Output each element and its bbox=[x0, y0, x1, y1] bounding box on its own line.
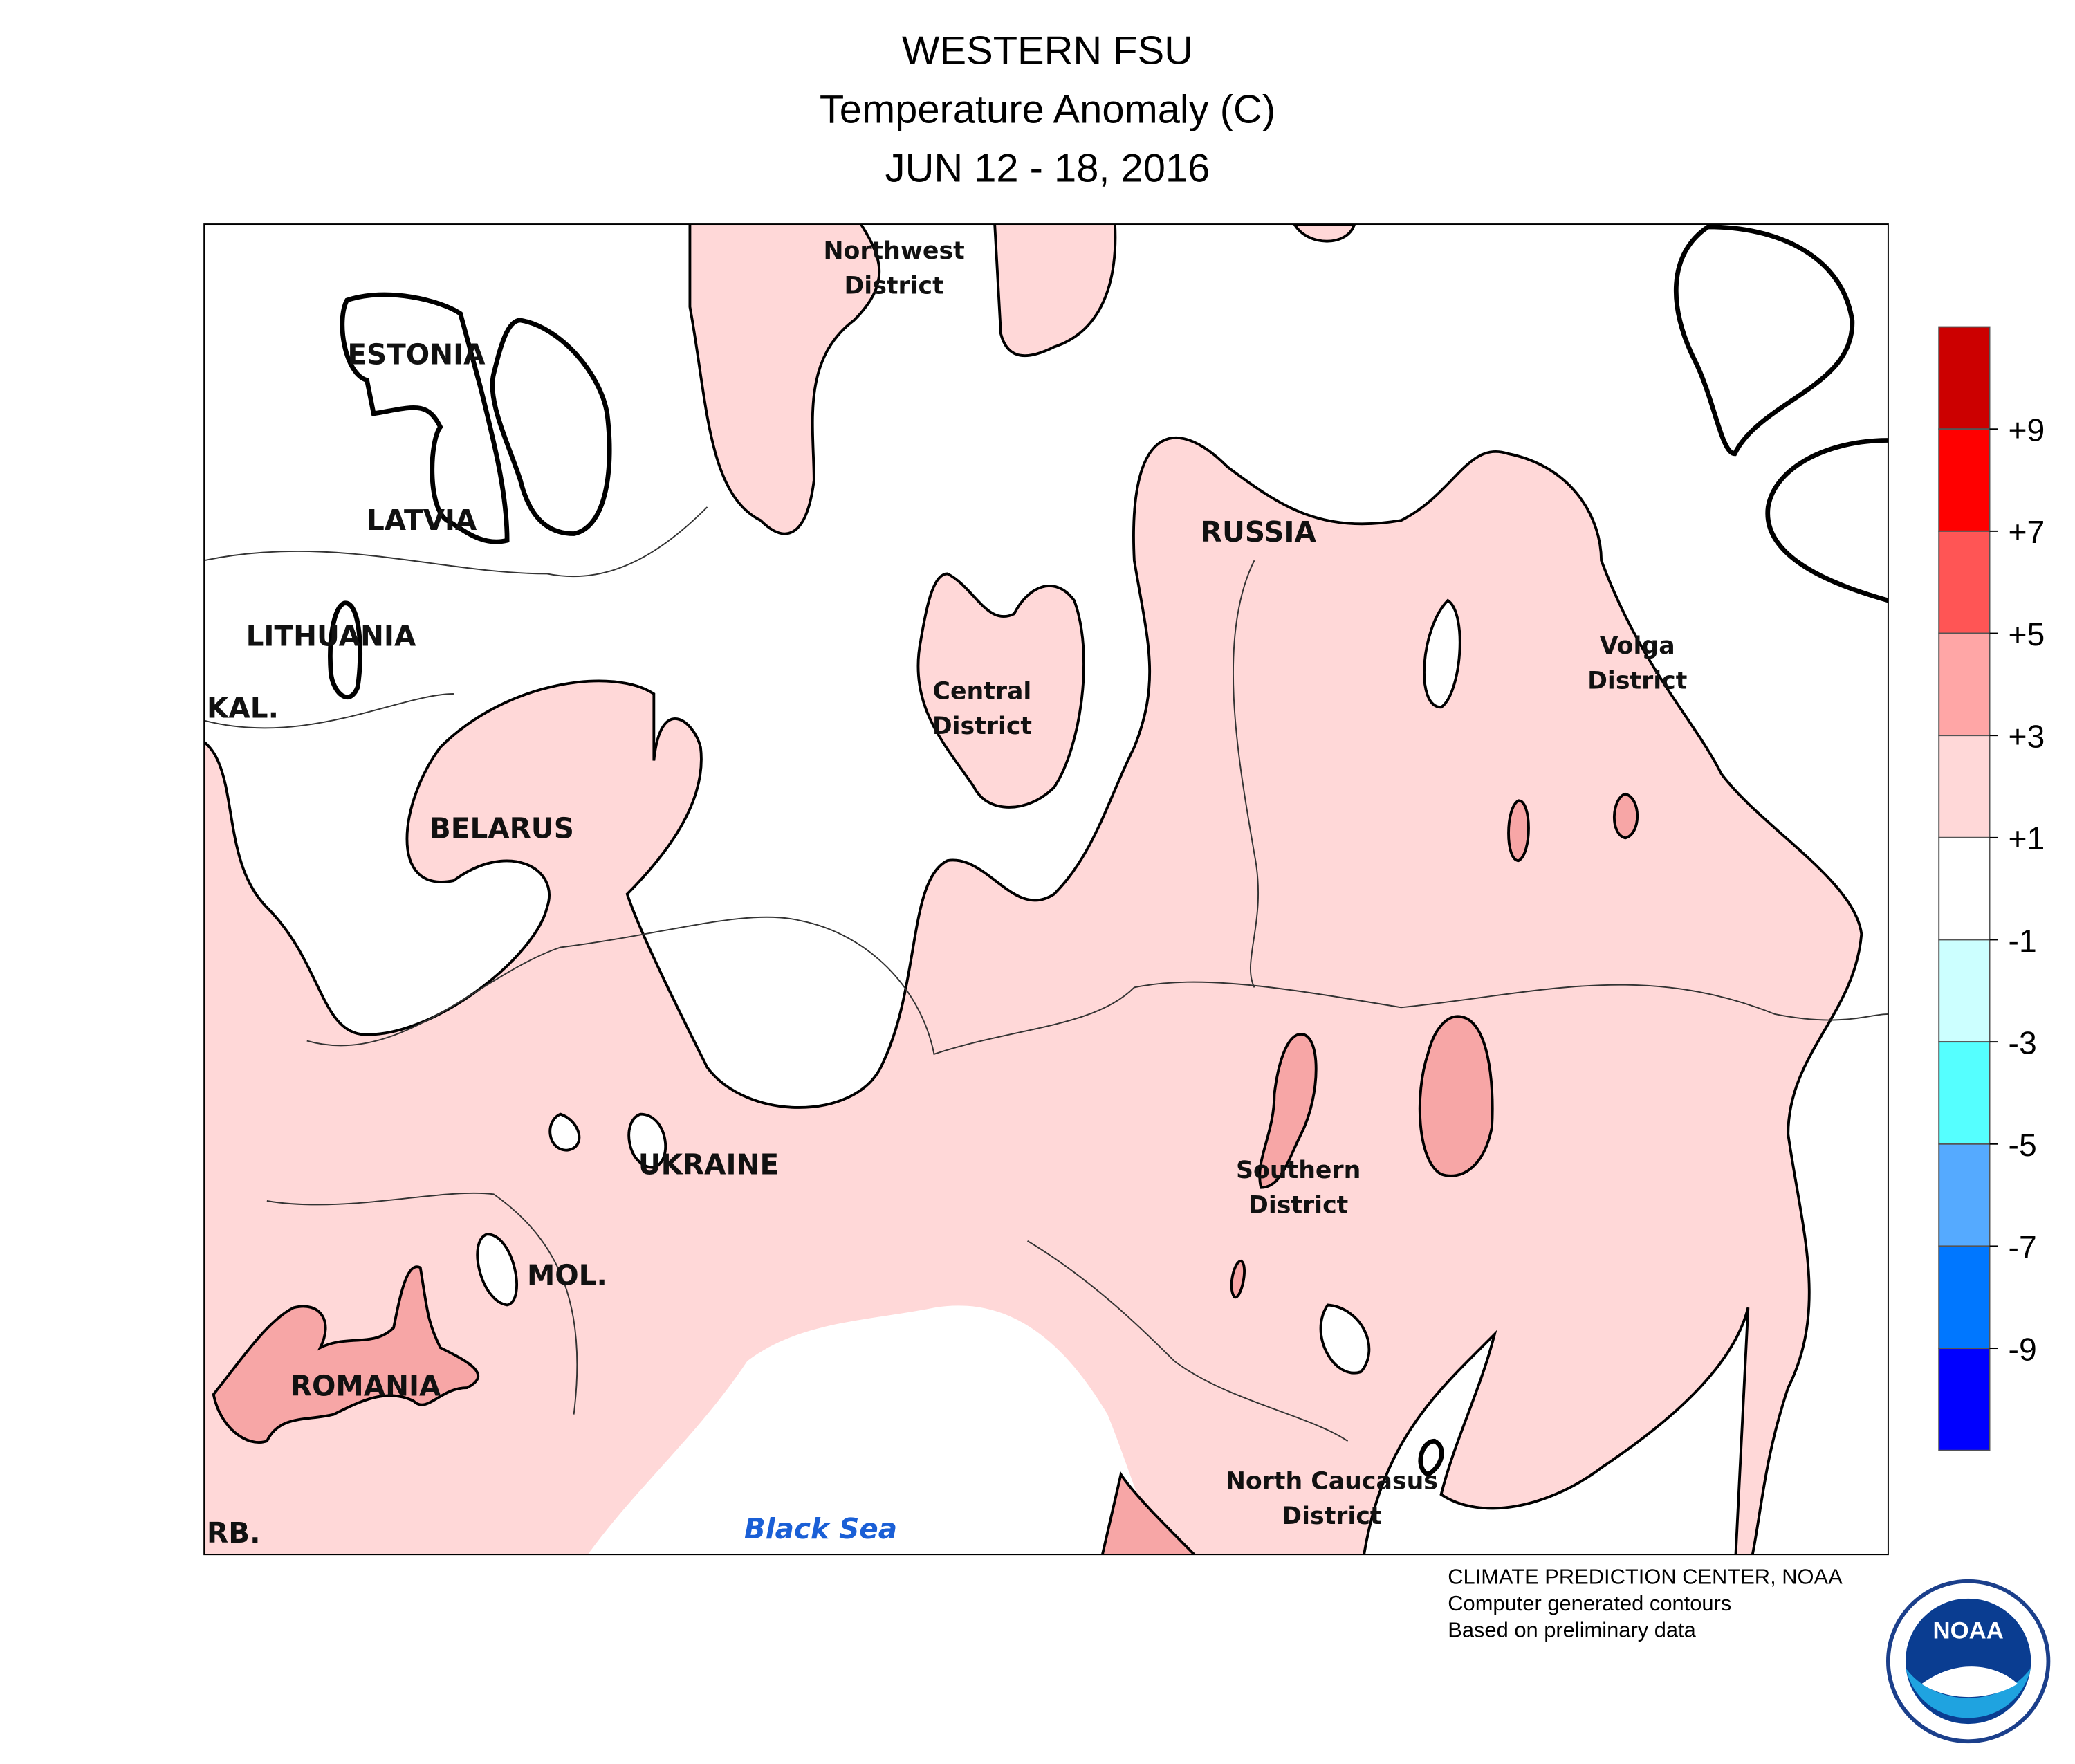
country-label: ESTONIA bbox=[347, 338, 486, 371]
contour bbox=[1673, 224, 1855, 457]
country-label: MOL. bbox=[527, 1259, 607, 1292]
legend-swatch bbox=[1938, 735, 1991, 838]
country-label: ROMANIA bbox=[290, 1370, 441, 1403]
legend-swatch bbox=[1938, 1143, 1991, 1247]
anomaly-region bbox=[916, 572, 1085, 809]
contour bbox=[490, 318, 612, 536]
noaa-logo: NOAA bbox=[1886, 1579, 2051, 1744]
subtitle: Temperature Anomaly (C) bbox=[820, 87, 1275, 131]
contour bbox=[328, 600, 363, 699]
anomaly-region-high bbox=[1258, 1032, 1318, 1189]
contour bbox=[340, 292, 510, 544]
footer-line: Based on preliminary data bbox=[1448, 1618, 1696, 1642]
legend: +9 +7 +5 +3 +1 -1 -3 -5 -7 -9 bbox=[1938, 326, 2045, 1451]
anomaly-region bbox=[688, 224, 881, 535]
country-label: RB. bbox=[207, 1516, 260, 1550]
anomaly-region bbox=[476, 1112, 1371, 1375]
country-label: KAL. bbox=[207, 692, 279, 725]
anomaly-region bbox=[993, 224, 1117, 357]
legend-swatch bbox=[1938, 632, 1991, 737]
legend-label: +7 bbox=[2009, 514, 2045, 550]
legend-swatch bbox=[1938, 326, 1991, 430]
caspian-region bbox=[1363, 1307, 1750, 1555]
country-label: LITHUANIA bbox=[246, 620, 416, 653]
anomaly-region-high bbox=[212, 1265, 479, 1444]
legend-swatch bbox=[1938, 836, 1991, 941]
legend-label: +3 bbox=[2009, 719, 2045, 755]
legend-swatch bbox=[1938, 1041, 1991, 1145]
legend-label: -7 bbox=[2009, 1229, 2037, 1265]
country-label: RUSSIA bbox=[1201, 515, 1317, 549]
anomaly-region bbox=[1423, 598, 1461, 709]
logo-text: NOAA bbox=[1933, 1618, 2004, 1644]
region-label: Southern District bbox=[1236, 1157, 1361, 1219]
legend-label: +1 bbox=[2009, 820, 2045, 856]
legend-label: -1 bbox=[2009, 923, 2037, 959]
country-label: UKRAINE bbox=[638, 1148, 779, 1181]
region-label: Volga District bbox=[1587, 632, 1687, 695]
legend-swatch bbox=[1938, 1245, 1991, 1350]
anomaly-region-high bbox=[1100, 792, 1639, 1555]
country-label: LATVIA bbox=[367, 504, 477, 537]
legend-label: +5 bbox=[2009, 616, 2045, 652]
date: JUN 12 - 18, 2016 bbox=[885, 146, 1210, 190]
map-area bbox=[204, 224, 1888, 1555]
country-label: BELARUS bbox=[430, 811, 574, 845]
region-label: Northwest District bbox=[823, 237, 964, 300]
legend-swatch bbox=[1938, 939, 1991, 1043]
legend-swatch bbox=[1938, 530, 1991, 634]
black-sea bbox=[587, 1305, 1163, 1555]
region-label: Central District bbox=[932, 678, 1032, 740]
legend-label: +9 bbox=[2009, 412, 2045, 448]
map-frame bbox=[203, 223, 1889, 1556]
legend-label: -9 bbox=[2009, 1331, 2037, 1367]
anomaly-region bbox=[204, 436, 1863, 1555]
legend-swatch bbox=[1938, 428, 1991, 532]
title: WESTERN FSU bbox=[902, 29, 1193, 73]
contour bbox=[1765, 438, 1888, 603]
legend-label: -3 bbox=[2009, 1025, 2037, 1060]
anomaly-region-high bbox=[1418, 1015, 1494, 1177]
contour bbox=[1418, 1438, 1444, 1478]
anomaly-region bbox=[1293, 224, 1356, 243]
legend-swatch bbox=[1938, 1348, 1991, 1451]
legend-label: -5 bbox=[2009, 1127, 2037, 1163]
footer-line: Computer generated contours bbox=[1448, 1591, 1731, 1615]
sea-label: Black Sea bbox=[744, 1512, 897, 1545]
region-label: North Caucasus District bbox=[1226, 1468, 1438, 1530]
footer-line: CLIMATE PREDICTION CENTER, NOAA bbox=[1448, 1565, 1843, 1589]
border bbox=[204, 506, 1888, 1442]
